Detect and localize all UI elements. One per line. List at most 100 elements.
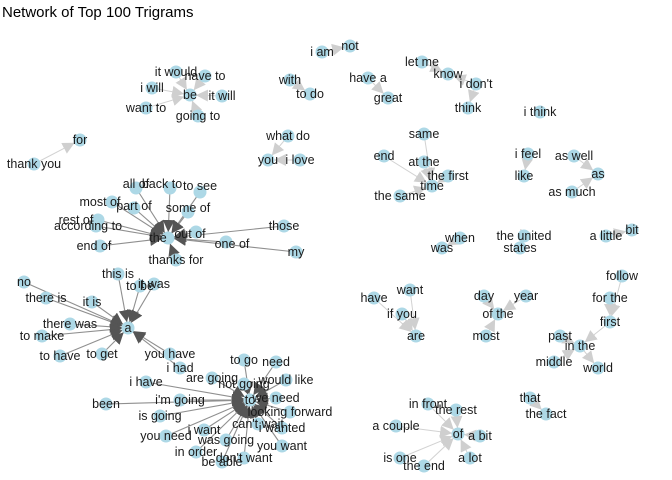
node-a_lot [463, 451, 477, 465]
plot-title: Network of Top 100 Trigrams [2, 4, 194, 21]
node-label-i_dont: i don't [460, 77, 493, 91]
node-label-a_couple: a couple [372, 419, 419, 433]
edge-back_to-the [162, 187, 175, 233]
node-label-of: of [453, 427, 464, 441]
node-one_of [219, 235, 233, 249]
node-at_the [417, 155, 431, 169]
node-same [417, 127, 431, 141]
node-label-thank_you: thank you [7, 157, 61, 171]
node-label-in_the: in the [565, 339, 596, 353]
node-label-know: know [433, 67, 463, 81]
node-have_to [198, 69, 212, 83]
node-first [603, 315, 617, 329]
node-states [513, 241, 527, 255]
node-label-i_feel: i feel [515, 147, 541, 161]
node-the [161, 231, 175, 245]
node-label-is_one: is one [383, 451, 416, 465]
node-i_love [293, 153, 307, 167]
node-i_think [533, 105, 547, 119]
node-label-the_rest: the rest [435, 403, 477, 417]
node-the_same [393, 189, 407, 203]
node-label-a: a [125, 321, 132, 335]
node-label-year: year [514, 289, 538, 303]
node-label-in_order: in order [175, 445, 217, 459]
node-label-bit: bit [625, 223, 639, 237]
node-in_front [421, 397, 435, 411]
node-label-i_think: i think [524, 105, 557, 119]
node-label-for_the: for the [592, 291, 627, 305]
node-i_have [139, 375, 153, 389]
node-label-part_of: part of [116, 199, 152, 213]
edge-end_of-the [99, 234, 163, 247]
node-to_see [193, 185, 207, 199]
node-label-looking_forward: looking forward [248, 405, 333, 419]
node-you [261, 153, 275, 167]
node-label-i_want: i want [188, 423, 221, 437]
node-would_like [279, 373, 293, 387]
node-layer [17, 39, 639, 473]
edge-want-are [407, 289, 420, 331]
node-it_would [169, 65, 183, 79]
node-label-like: like [515, 169, 534, 183]
node-label-have_to: have to [184, 69, 225, 83]
node-label-the_end: the end [403, 459, 445, 473]
node-middle [547, 355, 561, 369]
node-label-is_going: is going [138, 409, 181, 423]
node-be_able [215, 455, 229, 469]
node-label-to_make: to make [20, 329, 65, 343]
node-label-we_need: we need [251, 391, 299, 405]
node-label-i_am: i am [310, 45, 334, 59]
node-it_was [147, 277, 161, 291]
node-label-with: with [278, 73, 301, 87]
node-as_much [565, 185, 579, 199]
node-there_was [63, 317, 77, 331]
node-need [269, 355, 283, 369]
node-label-to_do: to do [296, 87, 324, 101]
node-there_is [39, 291, 53, 305]
node-to_be [133, 279, 147, 293]
edge-this_is-a [117, 273, 131, 323]
node-label-no: no [17, 275, 31, 289]
edge-you_want-to [252, 404, 283, 447]
edge-want_to-be [145, 94, 185, 109]
node-you_have [163, 347, 177, 361]
node-label-think: think [455, 101, 482, 115]
edge-i_had-a [132, 331, 181, 369]
node-label-at_the: at the [408, 155, 439, 169]
node-label-a_little: a little [590, 229, 623, 243]
node-label-past: past [548, 329, 572, 343]
node-back_to [163, 181, 177, 195]
node-label-according_to: according to [54, 219, 122, 233]
node-label-want_to: want to [125, 101, 166, 115]
node-have_a [361, 71, 375, 85]
node-label-a_lot: a lot [458, 451, 482, 465]
node-been [99, 397, 113, 411]
edge-rest_of-the [97, 219, 163, 240]
node-we_need [269, 391, 283, 405]
node-label-time: time [420, 179, 444, 193]
node-label-you_need: you need [140, 429, 191, 443]
node-want_to [139, 101, 153, 115]
node-label-day: day [474, 289, 495, 303]
node-no [17, 275, 31, 289]
node-end [377, 149, 391, 163]
edge-it_was-a [130, 283, 155, 324]
node-in_order [189, 445, 203, 459]
node-label-most_of: most of [80, 195, 122, 209]
node-label-im_going: i'm going [155, 393, 205, 407]
node-to_get [95, 347, 109, 361]
node-i_will [145, 81, 159, 95]
node-it_is [85, 295, 99, 309]
node-are_going [205, 371, 219, 385]
node-time [425, 179, 439, 193]
node-label-in_front: in front [409, 397, 448, 411]
node-label-follow: follow [606, 269, 639, 283]
node-to_have [53, 349, 67, 363]
node-label-to_have: to have [39, 349, 80, 363]
node-label-as_well: as well [555, 149, 593, 163]
node-label-the_first: the first [428, 169, 470, 183]
node-label-same: same [409, 127, 440, 141]
node-thank_you [27, 157, 41, 171]
node-label-the_united: the united [497, 229, 552, 243]
node-you_want [275, 439, 289, 453]
